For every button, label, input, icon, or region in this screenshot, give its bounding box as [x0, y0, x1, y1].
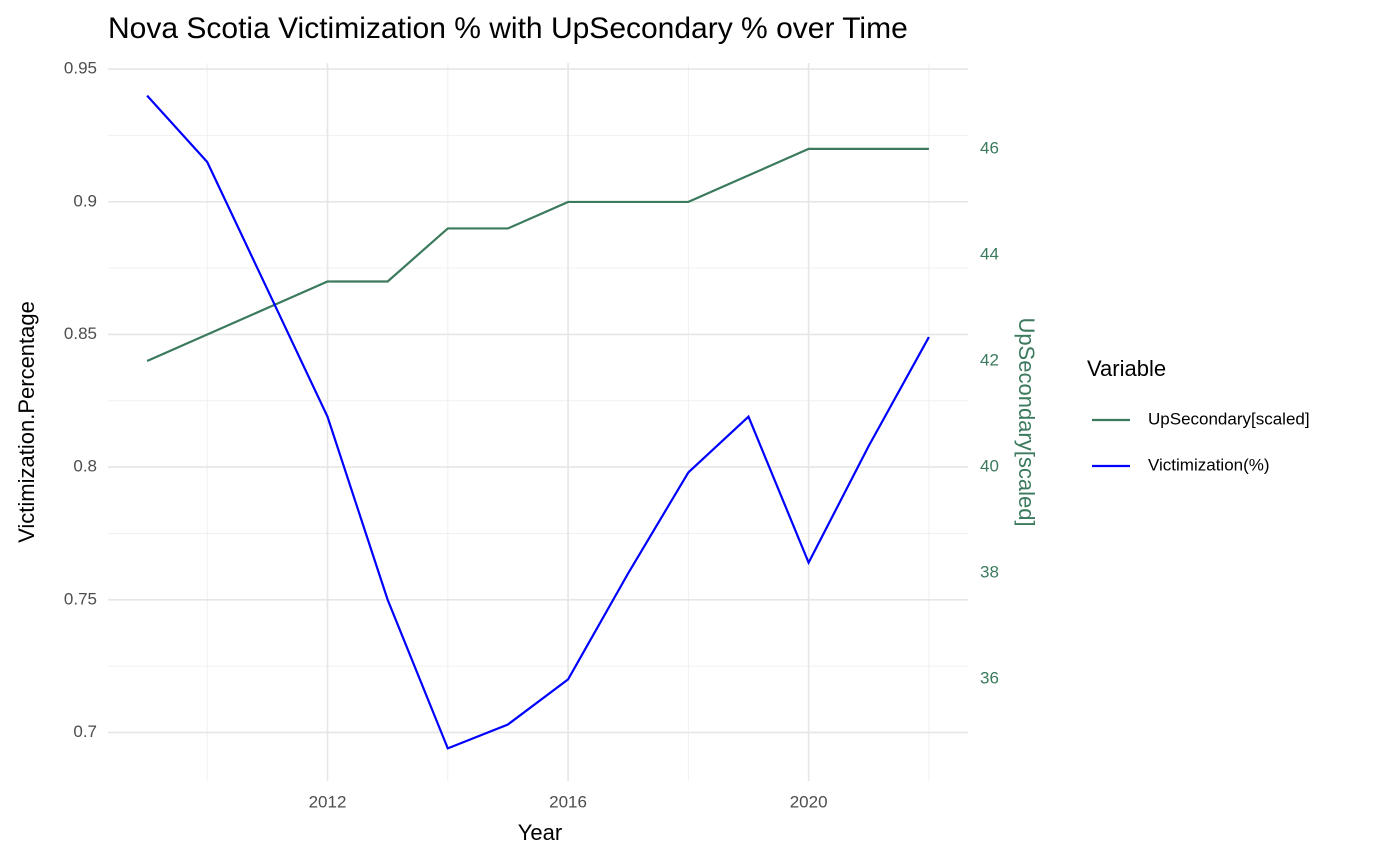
y-tick-label: 0.9 [73, 191, 97, 210]
y-tick-label: 0.95 [64, 59, 97, 78]
series-line [146, 94, 930, 750]
legend-label: Victimization(%) [1148, 455, 1270, 474]
y2-tick-label: 46 [980, 138, 999, 157]
y-axis-title: Victimization.Percentage [14, 301, 39, 543]
x-tick-label: 2016 [549, 792, 587, 811]
y2-tick-label: 42 [980, 351, 999, 370]
y2-tick-label: 40 [980, 457, 999, 476]
x-tick-label: 2012 [309, 792, 347, 811]
chart-title: Nova Scotia Victimization % with UpSecon… [108, 12, 908, 45]
series-line [146, 147, 929, 363]
x-tick-label: 2020 [790, 792, 828, 811]
y-tick-label: 0.7 [73, 722, 97, 741]
x-axis-title: Year [518, 820, 562, 845]
y2-tick-label: 36 [980, 669, 999, 688]
legend-title: Variable [1087, 356, 1166, 381]
y2-tick-label: 38 [980, 563, 999, 582]
y-tick-label: 0.8 [73, 457, 97, 476]
legend-label: UpSecondary[scaled] [1148, 409, 1310, 428]
y2-tick-label: 44 [980, 244, 999, 263]
y-tick-label: 0.75 [64, 589, 97, 608]
y-tick-label: 0.85 [64, 324, 97, 343]
y2-axis-title: UpSecondary[scaled] [1014, 317, 1039, 526]
